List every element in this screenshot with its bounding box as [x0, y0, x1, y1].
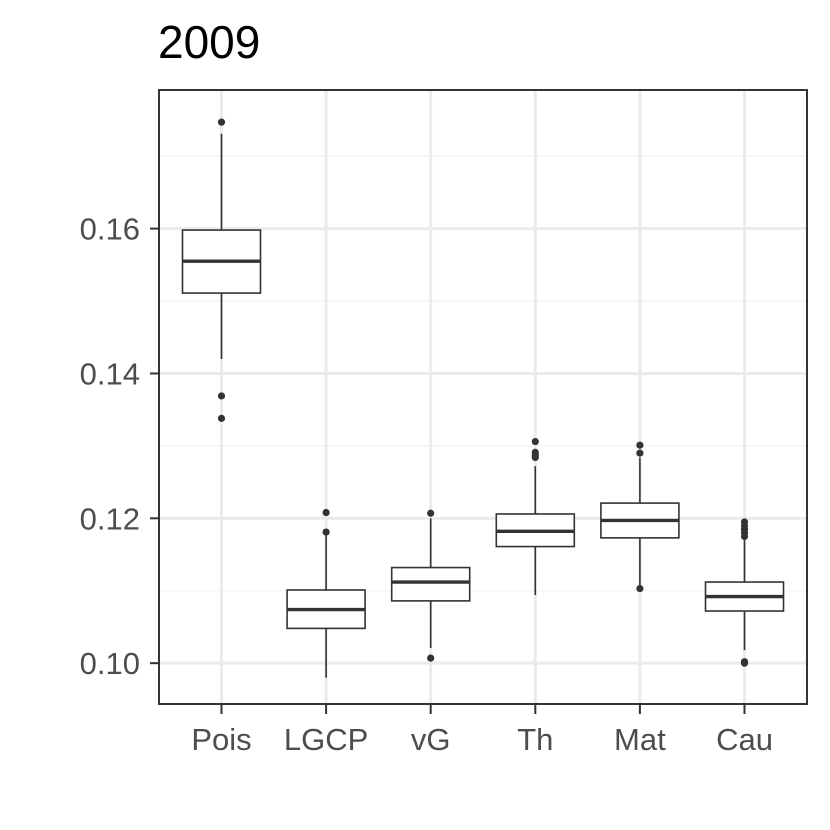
outlier-point [636, 584, 644, 593]
box-cau [704, 518, 785, 667]
x-axis: Pois LGCP vG Th Mat Cau [191, 705, 773, 757]
outlier-point [427, 509, 435, 517]
x-tick-label: Cau [716, 722, 773, 757]
outlier-point [322, 528, 330, 536]
box-lgcp [286, 508, 366, 678]
outlier-point [217, 414, 226, 422]
box-mat [600, 441, 680, 593]
outlier-point [636, 441, 644, 449]
y-axis: 0.10 0.12 0.14 0.16 [80, 212, 159, 681]
minor-gridlines [160, 155, 806, 592]
outlier-point [740, 532, 749, 541]
outlier-point [427, 654, 435, 662]
outlier-point [217, 118, 226, 126]
y-tick-label: 0.16 [80, 212, 140, 247]
y-tick-label: 0.10 [80, 646, 140, 681]
outlier-point [531, 437, 539, 446]
chart-title: 2009 [158, 16, 260, 68]
outlier-point [531, 453, 539, 462]
box-vg [390, 509, 471, 662]
boxes-layer [181, 118, 785, 678]
box-th [495, 437, 576, 596]
x-tick-label: Pois [191, 722, 251, 757]
y-tick-label: 0.14 [80, 356, 140, 391]
outlier-point [322, 508, 330, 517]
y-tick-label: 0.12 [80, 501, 140, 536]
x-tick-label: LGCP [284, 722, 368, 757]
x-tick-label: Mat [614, 722, 666, 757]
outlier-point [740, 659, 749, 667]
x-tick-label: vG [411, 722, 451, 757]
outlier-point [636, 449, 644, 457]
panel-border [158, 89, 808, 705]
iqr-box [390, 566, 471, 602]
x-tick-label: Th [517, 722, 553, 757]
box-pois [181, 118, 262, 422]
outlier-point [217, 392, 226, 400]
